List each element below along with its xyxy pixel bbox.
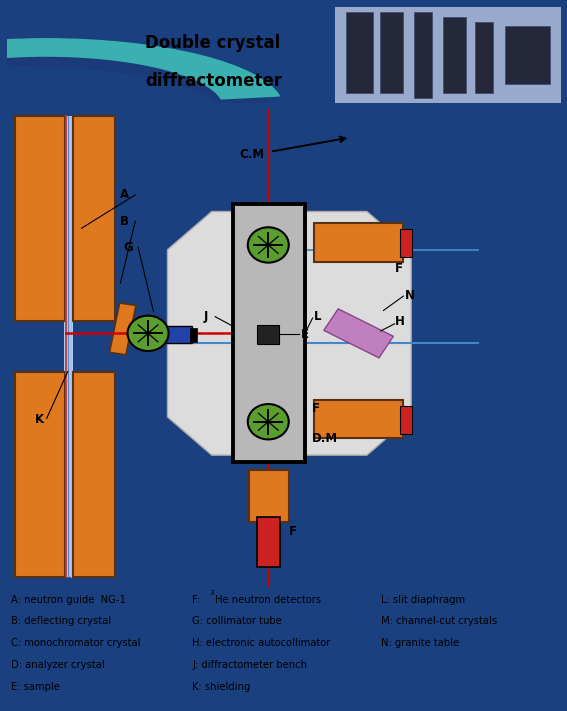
Text: 3: 3 [209, 590, 214, 596]
Circle shape [248, 404, 289, 439]
Bar [109, 303, 136, 355]
Text: J: diffractometer bench: J: diffractometer bench [192, 660, 307, 670]
Bar [233, 204, 305, 462]
Bar [414, 12, 432, 98]
Bar [257, 325, 280, 344]
Bar [475, 21, 493, 93]
Text: He neutron detectors: He neutron detectors [214, 595, 321, 605]
Text: M: channel-cut crystals: M: channel-cut crystals [380, 616, 497, 626]
Text: Double crystal: Double crystal [145, 34, 280, 52]
Text: N: granite table: N: granite table [380, 638, 459, 648]
Bar [189, 328, 197, 342]
Polygon shape [324, 309, 393, 358]
Text: B: deflecting crystal: B: deflecting crystal [11, 616, 111, 626]
Text: G: collimator tube: G: collimator tube [192, 616, 282, 626]
Text: G: G [123, 241, 133, 254]
Text: H: electronic autocollimator: H: electronic autocollimator [192, 638, 331, 648]
Bar [15, 372, 65, 577]
Text: D.M: D.M [311, 432, 337, 445]
Bar [314, 223, 403, 262]
Wedge shape [0, 39, 280, 99]
Text: F: F [289, 525, 297, 538]
Text: diffractometer: diffractometer [145, 73, 282, 90]
Bar [73, 372, 115, 577]
Bar [443, 16, 466, 93]
Bar [73, 116, 115, 321]
Text: A: A [120, 188, 129, 201]
Circle shape [128, 316, 168, 351]
Text: F: F [395, 262, 403, 275]
Text: E: E [301, 328, 308, 341]
Text: B: B [120, 215, 129, 228]
Bar [314, 400, 403, 439]
Text: E: sample: E: sample [11, 682, 60, 692]
Bar [134, 326, 192, 343]
Text: K: shielding: K: shielding [192, 682, 251, 692]
Text: L: L [314, 310, 321, 323]
Text: F:: F: [192, 595, 204, 605]
Bar [249, 469, 289, 522]
Bar [505, 26, 550, 84]
Text: C: monochromator crystal: C: monochromator crystal [11, 638, 141, 648]
Bar [346, 12, 373, 93]
Bar [15, 116, 65, 321]
Bar [400, 229, 412, 257]
Text: L: slit diaphragm: L: slit diaphragm [380, 595, 465, 605]
Text: D: analyzer crystal: D: analyzer crystal [11, 660, 105, 670]
Circle shape [248, 228, 289, 262]
Text: A: neutron guide  NG-1: A: neutron guide NG-1 [11, 595, 126, 605]
Text: C.M: C.M [239, 148, 265, 161]
Bar [400, 406, 412, 434]
Text: J: J [204, 310, 208, 323]
Text: H: H [395, 315, 404, 328]
Wedge shape [0, 52, 281, 119]
Bar [257, 518, 281, 567]
Bar [380, 12, 403, 93]
Text: N: N [404, 289, 414, 301]
Text: F: F [311, 402, 319, 415]
Polygon shape [167, 211, 411, 455]
Bar [64, 116, 73, 577]
Text: K: K [35, 413, 44, 426]
